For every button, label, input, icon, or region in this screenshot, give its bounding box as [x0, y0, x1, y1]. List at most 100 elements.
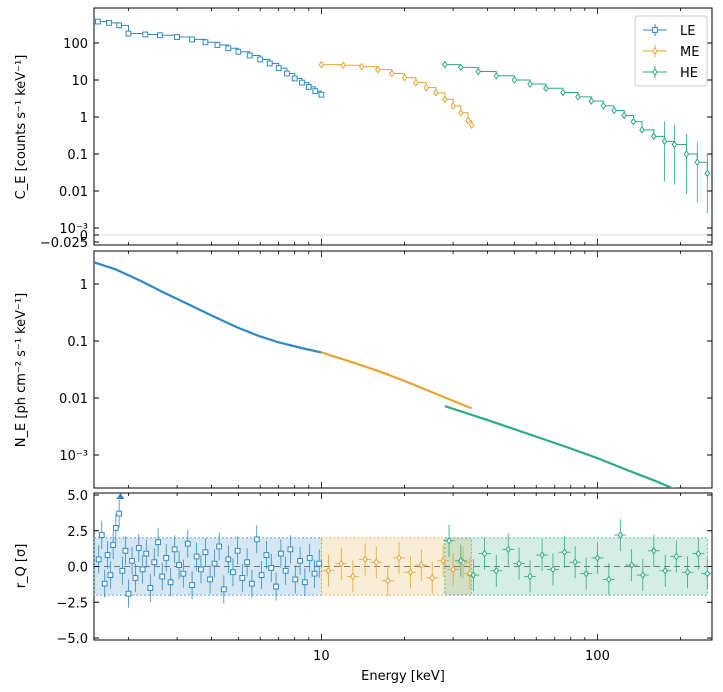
counts-point-LE: [116, 22, 123, 29]
counts-point-HE: [621, 111, 628, 120]
counts-point-HE: [630, 117, 637, 126]
photon-y-axis-label: N_E [ph cm⁻² s⁻¹ keV⁻¹]: [14, 293, 29, 447]
photon-y-tick-label: 0.01: [59, 392, 88, 407]
residual-point-LE: [198, 566, 204, 573]
counts-point-ME: [433, 88, 439, 97]
residual-point-ME: [362, 555, 368, 564]
residual-point-LE: [301, 579, 308, 586]
counts-point-LE: [318, 91, 325, 98]
residual-point-LE: [234, 547, 241, 554]
residual-point-ME: [338, 559, 345, 568]
residual-point-LE: [98, 532, 105, 538]
residual-point-LE: [207, 576, 213, 583]
residual-point-ME: [373, 558, 380, 567]
residual-point-LE: [249, 580, 255, 587]
residual-point-HE: [662, 566, 669, 575]
residual-point-HE: [594, 554, 601, 562]
residuals-y-tick-label: 2.5: [67, 525, 88, 540]
counts-point-HE: [639, 125, 645, 134]
residual-point-LE: [119, 567, 126, 574]
counts-point-ME: [401, 73, 408, 82]
residual-point-LE: [139, 566, 146, 573]
counts-point-ME: [468, 121, 475, 130]
photon-y-tick-label: 10⁻³: [59, 449, 88, 464]
x-axis-label: Energy [keV]: [361, 669, 445, 684]
residual-point-ME: [325, 566, 332, 575]
residual-point-LE: [292, 576, 299, 583]
legend-marker-LE: [652, 27, 658, 33]
residual-point-LE: [253, 536, 260, 543]
counts-point-LE: [125, 30, 132, 37]
counts-point-HE: [588, 97, 595, 105]
counts-point-HE: [671, 140, 678, 149]
counts-point-HE: [511, 76, 518, 84]
counts-point-HE: [458, 63, 464, 72]
residual-point-HE: [527, 572, 533, 581]
residual-point-LE: [225, 556, 232, 563]
residual-point-LE: [112, 524, 119, 531]
residual-point-LE: [297, 557, 303, 564]
photon-curve-LE: [94, 261, 322, 354]
counts-point-ME: [374, 65, 381, 74]
counts-point-HE: [475, 67, 482, 76]
residual-point-LE: [273, 583, 279, 590]
residual-point-LE: [107, 572, 114, 578]
counts-point-HE: [542, 84, 549, 93]
counts-point-LE: [214, 42, 221, 48]
counts-y-tick-label: 100: [63, 37, 88, 52]
counts-point-HE: [694, 158, 701, 167]
legend: LE ME HE: [634, 15, 708, 87]
counts-point-LE: [235, 48, 242, 55]
residual-point-ME: [429, 574, 436, 582]
residual-point-ME: [407, 568, 414, 577]
counts-point-ME: [423, 83, 430, 92]
residuals-y-tick-label: −2.5: [56, 596, 88, 611]
legend-label-LE: LE: [680, 24, 695, 39]
residual-point-LE: [180, 570, 187, 577]
residual-point-HE: [606, 575, 612, 584]
counts-point-LE: [189, 36, 195, 43]
residual-point-LE: [216, 543, 223, 550]
counts-point-HE: [560, 88, 566, 97]
residual-point-LE: [193, 553, 200, 560]
counts-y-axis-label: C_E [counts s⁻¹ keV⁻¹]: [14, 55, 29, 200]
residual-point-HE: [628, 561, 635, 569]
counts-point-ME: [450, 102, 456, 110]
legend-marker-HE: [652, 68, 658, 76]
residuals-y-tick-label: −5.0: [56, 632, 88, 647]
residual-point-LE: [244, 559, 251, 566]
residual-point-HE: [470, 571, 477, 579]
residual-point-LE: [282, 567, 289, 574]
residual-point-LE: [220, 586, 227, 593]
residual-point-LE: [159, 573, 166, 580]
counts-point-LE: [246, 52, 253, 59]
residual-point-LE: [176, 562, 182, 568]
counts-y-tick-label: 1: [80, 111, 88, 126]
counts-model-LE: [97, 21, 322, 95]
counts-y-tick-label: 10⁻³: [59, 222, 88, 237]
counts-point-LE: [266, 60, 273, 67]
residual-point-LE: [189, 582, 195, 588]
counts-point-ME: [442, 95, 448, 104]
residual-point-HE: [673, 552, 680, 561]
residual-point-HE: [650, 546, 657, 555]
residual-point-ME: [440, 556, 446, 565]
residual-point-LE: [258, 572, 265, 578]
residual-point-LE: [287, 546, 294, 553]
counts-point-LE: [95, 18, 101, 25]
photon-curve-ME: [321, 351, 473, 410]
residual-point-HE: [458, 556, 464, 565]
counts-point-LE: [299, 79, 305, 86]
counts-point-ME: [358, 62, 365, 71]
counts-point-LE: [284, 70, 290, 77]
counts-y-tick-label: 0.01: [59, 185, 88, 200]
counts-point-HE: [575, 93, 581, 101]
residual-point-ME: [350, 572, 356, 581]
counts-point-HE: [442, 60, 448, 69]
counts-point-HE: [661, 137, 668, 146]
residual-point-HE: [583, 569, 589, 578]
residual-point-HE: [640, 571, 646, 579]
residual-point-LE: [167, 579, 174, 586]
residual-point-HE: [481, 549, 488, 558]
